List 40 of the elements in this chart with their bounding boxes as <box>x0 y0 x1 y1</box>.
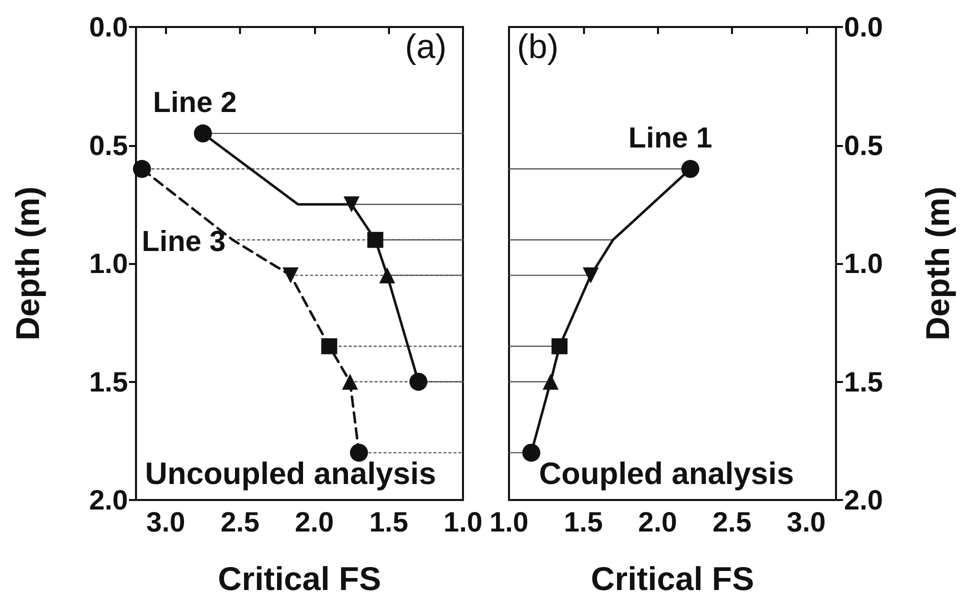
y-axis-title: Depth (m) <box>9 186 46 340</box>
x-tick-label: 1.5 <box>369 506 408 538</box>
x-tick-label: 2.5 <box>220 506 260 538</box>
annotation: (b) <box>517 28 559 66</box>
annotation: (a) <box>405 28 447 66</box>
x-axis-title: Critical FS <box>218 560 382 597</box>
series-label: Line 1 <box>628 122 712 154</box>
y2-tick-label: 1.5 <box>844 366 883 398</box>
point <box>342 374 358 390</box>
point <box>379 267 396 284</box>
x-tick-label: 2.5 <box>712 506 752 538</box>
y2-tick-label: 0.5 <box>844 130 883 161</box>
x-tick-label: 1.5 <box>564 506 603 538</box>
point <box>282 267 299 284</box>
y2-tick-label: 1.0 <box>844 248 883 279</box>
x-tick-label: 2.0 <box>638 506 678 538</box>
x-tick-label: 1.0 <box>444 506 482 538</box>
x-axis-title: Critical FS <box>590 560 754 597</box>
annotation: Uncoupled analysis <box>145 456 436 491</box>
y-tick-label: 0.5 <box>89 130 128 161</box>
y2-tick-label: 0.0 <box>844 12 883 42</box>
y2-tick-label: 2.0 <box>844 484 883 516</box>
y-tick-label: 1.0 <box>89 248 128 279</box>
annotation: Coupled analysis <box>539 456 794 491</box>
series-label: Line 2 <box>152 86 237 119</box>
point <box>321 338 338 354</box>
point <box>552 338 568 354</box>
x-tick-label: 2.0 <box>294 506 334 538</box>
series-label: Line 3 <box>142 226 226 258</box>
y-tick-label: 2.0 <box>89 484 128 516</box>
point <box>367 232 384 248</box>
x-tick-label: 3.0 <box>146 506 186 538</box>
point <box>344 196 360 212</box>
x-tick-label: 1.0 <box>490 506 528 538</box>
point <box>582 267 599 284</box>
x-tick-label: 3.0 <box>786 506 826 538</box>
y2-axis-title: Depth (m) <box>919 186 956 340</box>
point <box>542 374 559 390</box>
y-tick-label: 0.0 <box>89 12 128 42</box>
y-tick-label: 1.5 <box>89 366 128 398</box>
